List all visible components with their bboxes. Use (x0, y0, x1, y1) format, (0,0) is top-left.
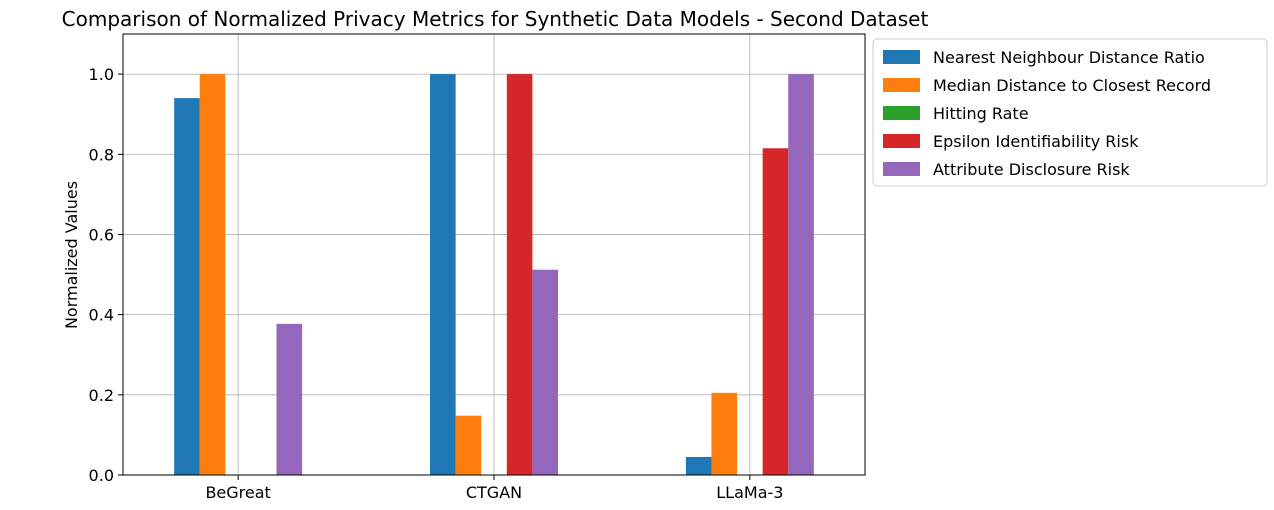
bar-epsilon-identifiability-risk-llama-3 (762, 148, 789, 475)
bar-nearest-neighbour-distance-ratio-llama-3 (685, 456, 712, 475)
bar-median-distance-to-closest-record-begreat (199, 74, 226, 475)
y-tick-label: 0.0 (89, 466, 114, 485)
y-tick-label: 0.6 (89, 225, 114, 244)
legend-label: Median Distance to Closest Record (933, 76, 1211, 95)
bars (174, 74, 814, 476)
bar-attribute-disclosure-risk-begreat (276, 323, 303, 475)
x-tick-label: CTGAN (466, 483, 522, 502)
legend-swatch (883, 50, 920, 64)
x-tick-label: LLaMa-3 (716, 483, 783, 502)
legend-label: Nearest Neighbour Distance Ratio (933, 48, 1205, 67)
bar-median-distance-to-closest-record-ctgan (455, 415, 482, 475)
legend-label: Hitting Rate (933, 104, 1029, 123)
legend-swatch (883, 78, 920, 92)
x-tick-label: BeGreat (205, 483, 270, 502)
y-tick-label: 1.0 (89, 65, 114, 84)
legend-swatch (883, 106, 920, 120)
chart-title: Comparison of Normalized Privacy Metrics… (62, 7, 929, 31)
bar-nearest-neighbour-distance-ratio-begreat (174, 98, 200, 476)
bar-epsilon-identifiability-risk-ctgan (506, 74, 533, 475)
legend-swatch (883, 162, 920, 176)
bar-attribute-disclosure-risk-llama-3 (788, 74, 814, 475)
x-axis-ticks: BeGreat CTGAN LLaMa-3 (205, 475, 783, 502)
legend-label: Attribute Disclosure Risk (933, 160, 1130, 179)
legend-swatch (883, 134, 920, 148)
legend-box (872, 38, 1268, 187)
y-tick-label: 0.8 (89, 145, 114, 164)
y-tick-label: 0.2 (89, 386, 114, 405)
y-axis-ticks: 0.0 0.2 0.4 0.6 0.8 1.0 (89, 65, 123, 485)
bar-median-distance-to-closest-record-llama-3 (711, 392, 738, 475)
gridlines (123, 34, 865, 476)
legend: Nearest Neighbour Distance Ratio Median D… (872, 38, 1268, 187)
bar-attribute-disclosure-risk-ctgan (532, 269, 558, 475)
y-tick-label: 0.4 (89, 306, 114, 325)
y-axis-label: Normalized Values (62, 181, 81, 329)
bar-nearest-neighbour-distance-ratio-ctgan (430, 74, 456, 475)
legend-label: Epsilon Identifiability Risk (933, 132, 1139, 151)
